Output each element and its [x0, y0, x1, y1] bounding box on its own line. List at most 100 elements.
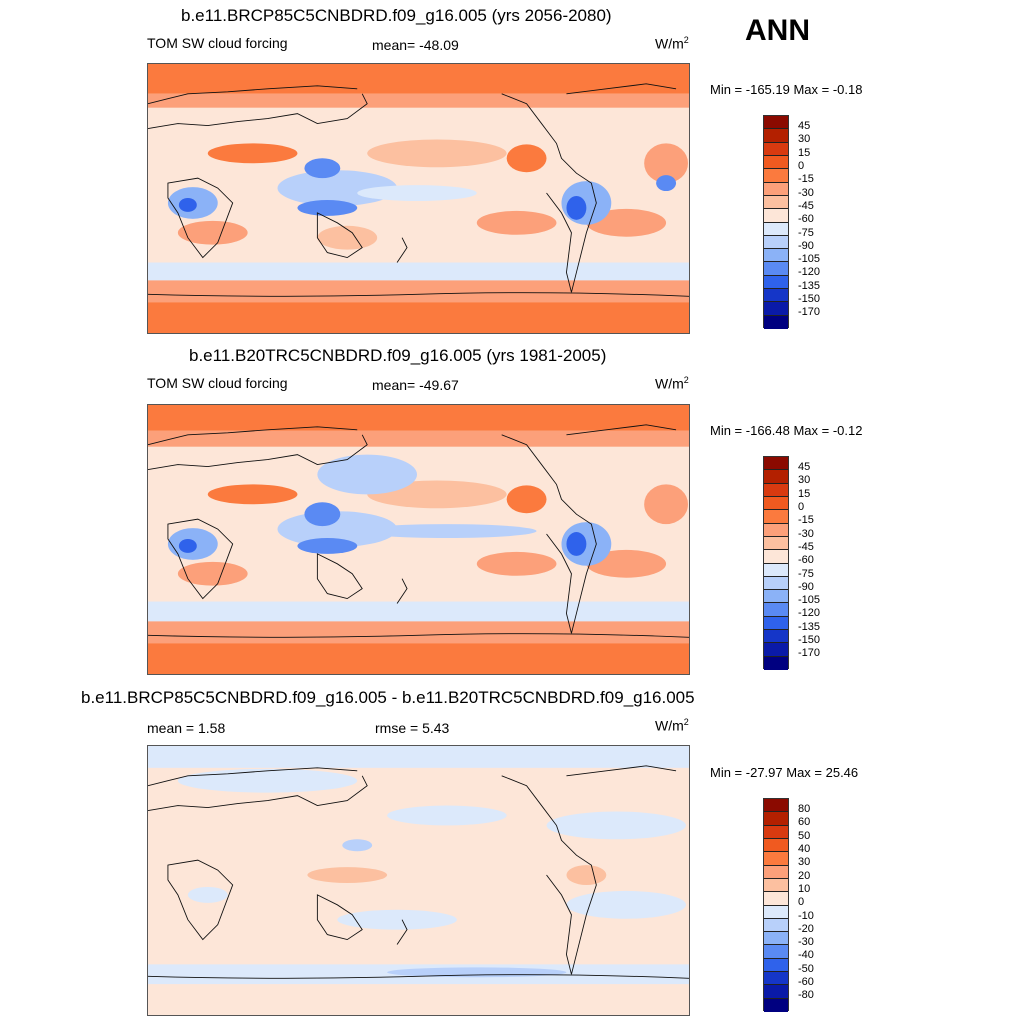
colorbar-swatch: [764, 536, 788, 551]
colorbar-swatch: [764, 656, 788, 670]
colorbar-tick-label: 20: [798, 869, 811, 882]
panel1-variable-label: TOM SW cloud forcing: [147, 35, 288, 51]
panel3-title: b.e11.BRCP85C5CNBDRD.f09_g16.005 - b.e11…: [81, 688, 695, 707]
colorbar-tick-label: -20: [798, 922, 814, 935]
panel1-minmax: Min = -165.19 Max = -0.18: [710, 82, 863, 97]
panel2-mean-label: mean= -49.67: [372, 377, 459, 393]
colorbar-swatch: [764, 483, 788, 497]
panel3-minmax: Min = -27.97 Max = 25.46: [710, 765, 859, 780]
colorbar-swatch: [764, 825, 788, 839]
colorbar-swatch: [764, 945, 788, 959]
colorbar-swatch: [764, 616, 788, 631]
colorbar-tick-label: -120: [798, 607, 821, 620]
colorbar-tick-label: -135: [798, 279, 821, 292]
colorbar-tick-label: -40: [798, 949, 814, 962]
colorbar-swatch: [764, 985, 788, 999]
colorbar-tick-label: 10: [798, 882, 811, 895]
panel2-minmax: Min = -166.48 Max = -0.12: [710, 423, 863, 438]
colorbar-tick-label: -10: [798, 909, 814, 922]
colorbar-tick-label: -75: [798, 226, 814, 239]
colorbar-swatch: [764, 905, 788, 919]
colorbar-swatch: [764, 209, 788, 223]
panel1-contour-plot: [148, 64, 689, 333]
colorbar-swatch: [764, 302, 788, 316]
colorbar-swatch: [764, 918, 788, 933]
colorbar-swatch: [764, 563, 788, 577]
colorbar-swatch: [764, 275, 788, 290]
colorbar-swatch: [764, 235, 788, 250]
colorbar-swatch: [764, 550, 788, 564]
panel3-mean-label: mean = 1.58: [147, 720, 226, 736]
colorbar-tick-label: -150: [798, 634, 821, 647]
panel2-title: b.e11.B20TRC5CNBDRD.f09_g16.005 (yrs 198…: [189, 346, 607, 365]
colorbar-tick-label: 45: [798, 461, 811, 473]
panel2-contour-plot: [148, 405, 689, 674]
colorbar-tick-label: 15: [798, 146, 811, 159]
season-label: ANN: [745, 14, 810, 47]
colorbar-tick-label: 15: [798, 487, 811, 500]
colorbar-tick-label: -75: [798, 567, 814, 580]
colorbar-swatch: [764, 470, 788, 484]
colorbar-tick-label: -45: [798, 540, 814, 553]
colorbar-swatch: [764, 590, 788, 604]
colorbar-swatch: [764, 222, 788, 236]
colorbar-swatch: [764, 643, 788, 657]
colorbar-swatch: [764, 603, 788, 617]
colorbar-tick-label: 60: [798, 816, 811, 829]
panel1-units: W/m2: [655, 35, 689, 52]
colorbar-tick-label: -135: [798, 620, 821, 633]
panel3-rmse-label: rmse = 5.43: [375, 720, 450, 736]
panel1-map: [147, 63, 690, 334]
colorbar-tick-label: -105: [798, 594, 821, 607]
colorbar-swatch: [764, 838, 788, 853]
colorbar-swatch: [764, 169, 788, 183]
colorbar-swatch: [764, 932, 788, 946]
panel2-colorbar: [763, 456, 789, 670]
colorbar-tick-label: -30: [798, 936, 814, 949]
panel2-units: W/m2: [655, 375, 689, 392]
colorbar-tick-label: -80: [798, 989, 814, 1002]
colorbar-swatch: [764, 195, 788, 210]
panel1-mean-label: mean= -48.09: [372, 37, 459, 53]
colorbar-tick-label: 0: [798, 500, 805, 513]
panel3-colorbar: [763, 798, 789, 1012]
colorbar-tick-label: -15: [798, 514, 814, 527]
colorbar-swatch: [764, 249, 788, 263]
colorbar-tick-label: -60: [798, 976, 814, 989]
colorbar-swatch: [764, 262, 788, 276]
colorbar-tick-label: -30: [798, 527, 814, 540]
colorbar-tick-label: -150: [798, 293, 821, 306]
colorbar-tick-label: -30: [798, 186, 814, 199]
colorbar-tick-label: 30: [798, 133, 811, 146]
colorbar-swatch: [764, 852, 788, 866]
colorbar-tick-label: 0: [798, 159, 805, 172]
colorbar-swatch: [764, 958, 788, 973]
colorbar-swatch: [764, 289, 788, 303]
colorbar-tick-label: 80: [798, 803, 811, 815]
panel2-variable-label: TOM SW cloud forcing: [147, 375, 288, 391]
colorbar-tick-label: -60: [798, 554, 814, 567]
colorbar-swatch: [764, 510, 788, 524]
colorbar-tick-label: -45: [798, 199, 814, 212]
colorbar-swatch: [764, 998, 788, 1012]
colorbar-tick-label: 40: [798, 842, 811, 855]
colorbar-tick-label: 45: [798, 120, 811, 132]
colorbar-tick-label: -15: [798, 173, 814, 186]
colorbar-swatch: [764, 457, 788, 471]
colorbar-swatch: [764, 972, 788, 986]
colorbar-tick-label: 0: [798, 896, 805, 909]
panel3-units: W/m2: [655, 717, 689, 734]
colorbar-swatch: [764, 142, 788, 156]
colorbar-swatch: [764, 892, 788, 906]
colorbar-tick-label: -90: [798, 580, 814, 593]
colorbar-tick-label: -90: [798, 239, 814, 252]
panel3-map: [147, 745, 690, 1016]
colorbar-swatch: [764, 865, 788, 879]
colorbar-swatch: [764, 799, 788, 813]
panel2-map: [147, 404, 690, 675]
colorbar-tick-label: -120: [798, 266, 821, 279]
colorbar-tick-label: 30: [798, 856, 811, 869]
colorbar-swatch: [764, 116, 788, 130]
colorbar-swatch: [764, 576, 788, 591]
colorbar-swatch: [764, 182, 788, 196]
